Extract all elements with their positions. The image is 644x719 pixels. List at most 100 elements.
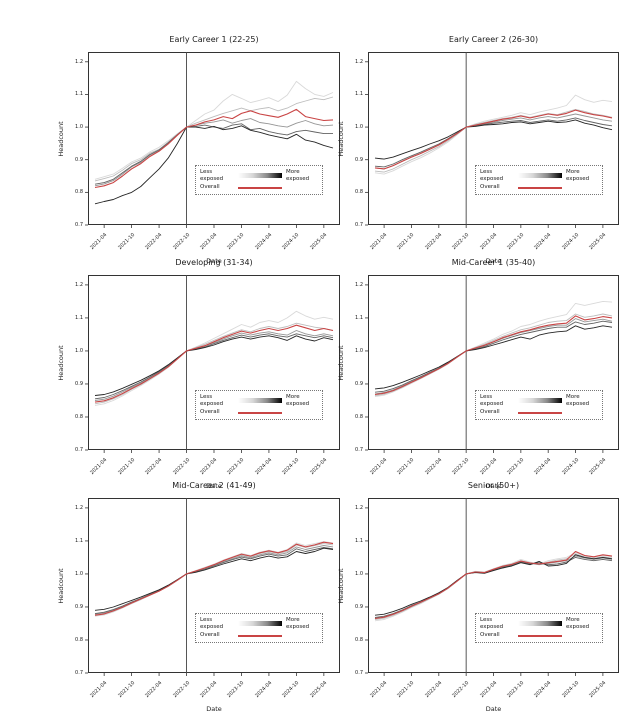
y-tick-label: 1.2 (75, 58, 83, 65)
legend-less-exposed-label: Less exposed (480, 169, 504, 182)
series-line-q5-most-exposed (94, 335, 334, 396)
y-tick-label: 0.8 (355, 189, 363, 196)
series-line-overall (94, 324, 334, 403)
plot-area (85, 498, 340, 676)
legend-overall-swatch (518, 409, 564, 416)
legend-less-exposed-label: Less exposed (480, 394, 504, 407)
plot-area (365, 52, 619, 228)
subplot-title: Mid-Career 1 (35-40) (451, 258, 536, 267)
x-axis-label: Date (485, 482, 502, 490)
legend-gradient-swatch (518, 617, 564, 630)
y-tick-label: 0.9 (355, 603, 363, 610)
exposure-gradient-bar (238, 398, 282, 403)
y-tick-label: 0.7 (75, 447, 83, 453)
plot-area (85, 52, 340, 228)
x-axis-label: Date (485, 257, 502, 265)
legend-more-exposed-label: More exposed (566, 617, 590, 630)
x-axis-label: Date (206, 482, 222, 490)
y-tick-label: 0.8 (75, 413, 83, 420)
overall-line-sample (238, 635, 282, 637)
y-tick-label: 1.2 (355, 504, 363, 511)
legend-spacer (566, 409, 598, 416)
series-line-q1-least-exposed (94, 80, 334, 180)
series-line-q3 (94, 118, 334, 187)
subplot-panel: Early Career 1 (22-25) Headcount Date Le… (57, 35, 340, 265)
series-line-overall (374, 109, 613, 170)
legend-spacer (286, 632, 318, 639)
legend-more-exposed-label: More exposed (286, 169, 310, 182)
y-tick-label: 0.7 (355, 670, 363, 676)
legend-box: Less exposed More exposed Overall (475, 390, 603, 420)
series-line-q2 (374, 108, 613, 173)
legend-box: Less exposed More exposed Overall (475, 613, 603, 643)
subplot-title: Early Career 2 (26-30) (448, 35, 539, 44)
legend-spacer (566, 184, 598, 191)
subplot-title: Developing (31-34) (175, 258, 253, 267)
series-line-q4 (94, 123, 333, 185)
y-tick-label: 0.9 (355, 156, 363, 163)
plot-area (365, 498, 619, 676)
legend-overall-swatch (518, 632, 564, 639)
y-tick-label: 1.2 (75, 504, 83, 511)
exposure-gradient-bar (518, 173, 562, 178)
overall-line-sample (518, 412, 562, 414)
legend-overall-label: Overall (480, 409, 500, 415)
legend-gradient-swatch (518, 394, 564, 407)
series-line-q5-most-exposed (374, 554, 613, 616)
y-tick-label: 1.2 (355, 281, 363, 288)
axes-frame (368, 52, 619, 225)
legend-spacer (286, 184, 318, 191)
legend-spacer (286, 409, 318, 416)
series-line-q5-most-exposed (374, 119, 613, 160)
axes-frame (88, 498, 340, 673)
legend-box: Less exposed More exposed Overall (195, 390, 323, 420)
series-line-q4 (94, 333, 334, 400)
legend-overall-swatch (238, 632, 284, 639)
subplot-panel: Senior (50+) Headcount Date Less exposed… (337, 481, 619, 713)
legend-less-exposed-label: Less exposed (200, 169, 224, 182)
y-tick-label: 1.2 (75, 281, 83, 288)
legend-spacer (566, 632, 598, 639)
y-tick-label: 1.0 (75, 347, 83, 354)
subplot-title: Senior (50+) (467, 481, 520, 490)
legend-more-exposed-label: More exposed (286, 394, 310, 407)
legend-gradient-swatch (518, 169, 564, 182)
series-line-q2 (94, 543, 334, 616)
legend-gradient-swatch (238, 394, 284, 407)
overall-line-sample (518, 187, 562, 189)
legend-gradient-swatch (238, 169, 284, 182)
y-tick-label: 1.1 (75, 314, 83, 321)
legend-box: Less exposed More exposed Overall (475, 165, 603, 195)
y-tick-label: 0.8 (355, 636, 363, 643)
y-tick-label: 0.8 (75, 636, 83, 643)
axes-frame (368, 498, 619, 673)
subplot-title: Early Career 1 (22-25) (169, 35, 259, 44)
legend-more-exposed-label: More exposed (566, 394, 590, 407)
y-tick-label: 1.0 (355, 570, 363, 577)
x-axis-label: Date (206, 705, 222, 713)
y-tick-label: 0.7 (355, 447, 363, 453)
legend-overall-label: Overall (480, 632, 500, 638)
series-line-q4 (94, 547, 334, 615)
series-line-q1-least-exposed (94, 541, 334, 617)
legend-less-exposed-label: Less exposed (200, 617, 224, 630)
y-tick-label: 0.9 (75, 603, 83, 610)
y-tick-label: 1.0 (355, 347, 363, 354)
subplot-panel: Mid-Career 1 (35-40) Headcount Date Less… (337, 258, 619, 490)
x-axis-label: Date (485, 705, 502, 713)
y-tick-label: 1.1 (355, 91, 363, 98)
y-tick-label: 1.1 (75, 537, 83, 544)
legend-overall-swatch (238, 184, 284, 191)
legend-overall-label: Overall (200, 409, 220, 415)
y-tick-label: 1.0 (75, 124, 83, 131)
series-line-q5-most-exposed (374, 325, 613, 390)
exposure-gradient-bar (518, 621, 562, 626)
overall-line-sample (238, 412, 282, 414)
series-line-q2 (374, 553, 613, 620)
legend-gradient-swatch (238, 617, 284, 630)
legend-box: Less exposed More exposed Overall (195, 613, 323, 643)
series-line-q3 (374, 555, 613, 619)
exposure-gradient-bar (518, 398, 562, 403)
y-tick-label: 0.9 (355, 380, 363, 387)
y-tick-label: 0.7 (75, 670, 83, 676)
